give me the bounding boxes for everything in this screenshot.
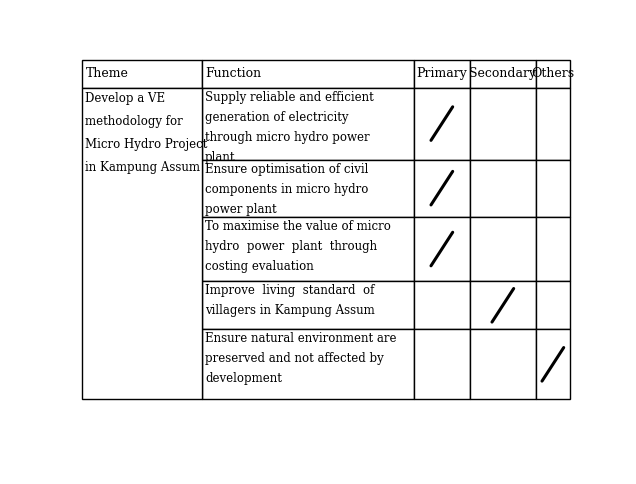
Bar (414, 217, 470, 281)
Bar (414, 160, 470, 217)
Bar (414, 88, 470, 160)
Bar (470, 217, 536, 281)
Bar (470, 88, 536, 160)
Text: Function: Function (205, 67, 261, 80)
Bar (536, 160, 570, 217)
Bar (470, 329, 536, 399)
Bar (202, 217, 414, 281)
Bar (470, 160, 536, 217)
Bar (414, 281, 470, 329)
Text: Develop a VE
methodology for
Micro Hydro Project
in Kampung Assum: Develop a VE methodology for Micro Hydro… (85, 92, 208, 174)
Text: Ensure optimisation of civil
components in micro hydro
power plant: Ensure optimisation of civil components … (205, 163, 368, 215)
Bar (536, 60, 570, 88)
Bar (536, 329, 570, 399)
Bar (414, 329, 470, 399)
Bar (202, 60, 414, 88)
Bar (536, 281, 570, 329)
Bar (536, 88, 570, 160)
Bar (536, 217, 570, 281)
Text: Theme: Theme (85, 67, 128, 80)
Text: Ensure natural environment are
preserved and not affected by
development: Ensure natural environment are preserved… (205, 332, 396, 385)
Bar (202, 88, 414, 160)
Text: Primary: Primary (417, 67, 467, 80)
Bar (82, 88, 202, 399)
Text: Others: Others (531, 67, 574, 80)
Text: Improve  living  standard  of
villagers in Kampung Assum: Improve living standard of villagers in … (205, 284, 375, 318)
Text: To maximise the value of micro
hydro  power  plant  through
costing evaluation: To maximise the value of micro hydro pow… (205, 220, 391, 272)
Bar (470, 281, 536, 329)
Bar (202, 160, 414, 217)
Bar (414, 60, 470, 88)
Bar (82, 60, 202, 88)
Bar (202, 329, 414, 399)
Bar (202, 281, 414, 329)
Text: Secondary: Secondary (469, 67, 536, 80)
Text: Supply reliable and efficient
generation of electricity
through micro hydro powe: Supply reliable and efficient generation… (205, 91, 374, 164)
Bar (470, 60, 536, 88)
